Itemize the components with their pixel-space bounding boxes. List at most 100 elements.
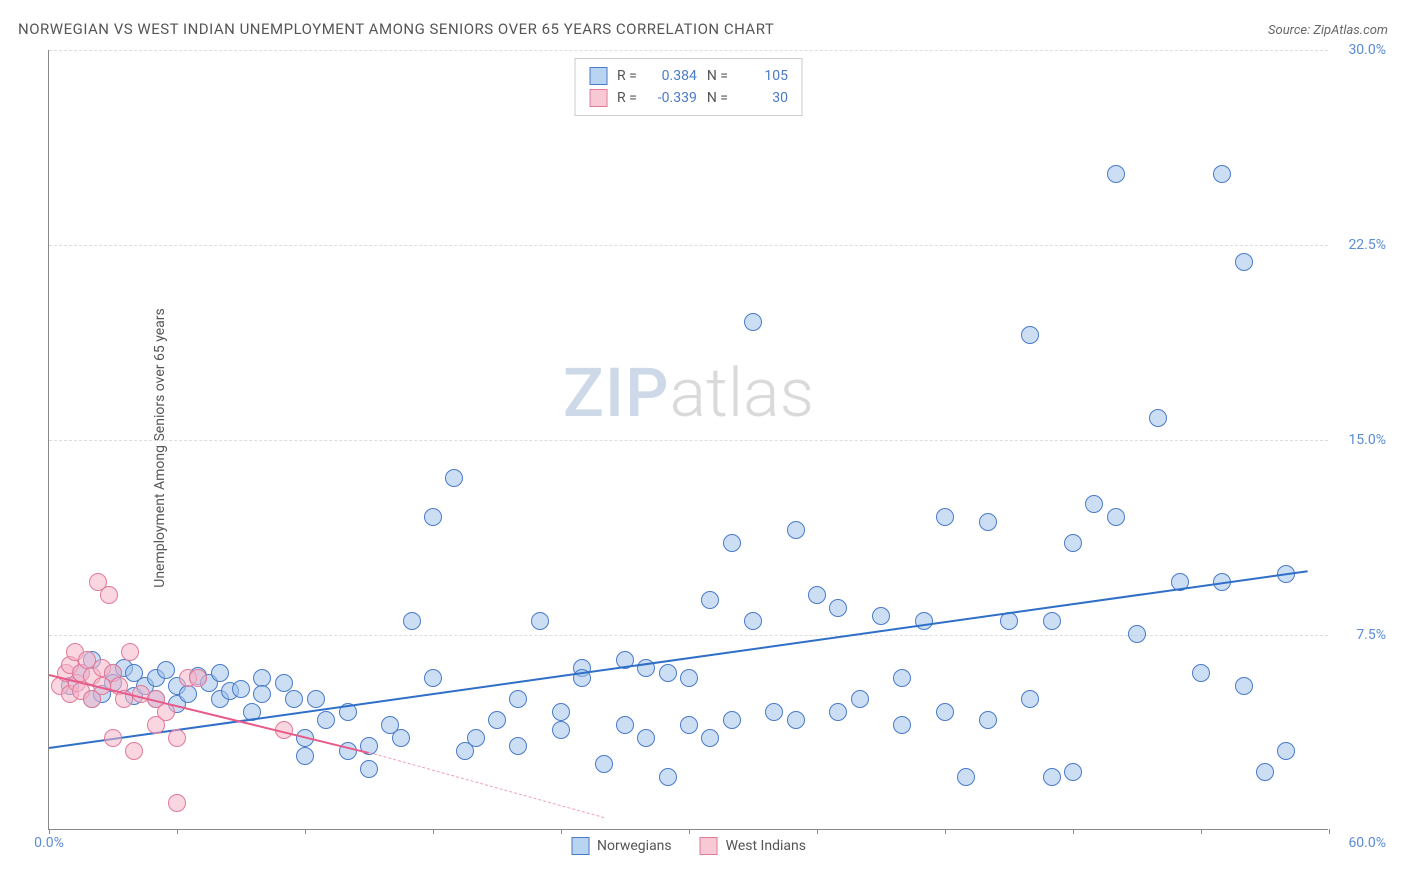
y-tick-label: 7.5% — [1356, 627, 1386, 643]
scatter-point — [1277, 742, 1295, 760]
scatter-point — [1021, 326, 1039, 344]
scatter-point — [307, 690, 325, 708]
legend-swatch-westindians-icon — [700, 837, 718, 855]
grid-line — [49, 50, 1328, 51]
scatter-point — [1235, 253, 1253, 271]
scatter-point — [531, 612, 549, 630]
chart-source: Source: ZipAtlas.com — [1268, 23, 1388, 38]
scatter-point — [1107, 165, 1125, 183]
scatter-point — [1064, 534, 1082, 552]
swatch-westindians-icon — [589, 89, 607, 107]
grid-line — [49, 440, 1328, 441]
scatter-point — [296, 747, 314, 765]
trend-line — [369, 752, 604, 818]
stats-r-label-b: R = — [617, 90, 637, 106]
scatter-point — [104, 729, 122, 747]
x-tick — [1201, 829, 1202, 834]
stats-n-value-b: 30 — [738, 90, 788, 106]
scatter-point — [125, 742, 143, 760]
scatter-point — [723, 711, 741, 729]
scatter-point — [1064, 763, 1082, 781]
scatter-point — [680, 716, 698, 734]
scatter-point — [723, 534, 741, 552]
legend-swatch-norwegians-icon — [571, 837, 589, 855]
scatter-point — [829, 599, 847, 617]
stats-n-value-a: 105 — [738, 68, 788, 84]
stats-n-label-b: N = — [707, 90, 728, 106]
scatter-point — [701, 729, 719, 747]
scatter-point — [1192, 664, 1210, 682]
y-tick-label: 22.5% — [1348, 237, 1386, 253]
bottom-legend: Norwegians West Indians — [571, 837, 806, 855]
stats-r-label-a: R = — [617, 68, 637, 84]
scatter-point — [488, 711, 506, 729]
scatter-point — [872, 607, 890, 625]
scatter-point — [979, 711, 997, 729]
scatter-point — [403, 612, 421, 630]
scatter-point — [211, 664, 229, 682]
scatter-point — [701, 591, 719, 609]
legend-label-norwegians: Norwegians — [597, 838, 672, 854]
swatch-norwegians-icon — [589, 67, 607, 85]
scatter-point — [979, 513, 997, 531]
scatter-point — [1235, 677, 1253, 695]
x-tick — [305, 829, 306, 834]
legend-label-westindians: West Indians — [726, 838, 806, 854]
scatter-point — [168, 794, 186, 812]
y-tick-label: 30.0% — [1348, 42, 1386, 58]
x-tick — [177, 829, 178, 834]
scatter-point — [637, 729, 655, 747]
scatter-point — [253, 685, 271, 703]
watermark-zip: ZIP — [563, 353, 670, 433]
x-tick-label: 0.0% — [34, 835, 64, 851]
grid-line — [49, 245, 1328, 246]
scatter-point — [179, 685, 197, 703]
scatter-point — [744, 313, 762, 331]
scatter-point — [168, 729, 186, 747]
stats-n-label-a: N = — [707, 68, 728, 84]
stats-r-value-b: -0.339 — [647, 90, 697, 106]
plot-area: ZIPatlas R = 0.384 N = 105 R = -0.339 N … — [48, 50, 1328, 830]
scatter-point — [808, 586, 826, 604]
scatter-point — [744, 612, 762, 630]
scatter-point — [595, 755, 613, 773]
scatter-point — [659, 768, 677, 786]
scatter-point — [893, 716, 911, 734]
scatter-point — [957, 768, 975, 786]
scatter-point — [424, 669, 442, 687]
scatter-point — [915, 612, 933, 630]
legend-item-westindians: West Indians — [700, 837, 806, 855]
scatter-point — [1107, 508, 1125, 526]
x-tick — [433, 829, 434, 834]
chart-title: NORWEGIAN VS WEST INDIAN UNEMPLOYMENT AM… — [18, 20, 774, 38]
x-tick — [1073, 829, 1074, 834]
scatter-point — [445, 469, 463, 487]
scatter-point — [232, 680, 250, 698]
scatter-point — [360, 760, 378, 778]
scatter-point — [1043, 612, 1061, 630]
scatter-point — [936, 508, 954, 526]
scatter-point — [392, 729, 410, 747]
scatter-point — [936, 703, 954, 721]
scatter-point — [467, 729, 485, 747]
chart-container: Unemployment Among Seniors over 65 years… — [48, 50, 1388, 845]
watermark: ZIPatlas — [563, 353, 814, 433]
scatter-point — [616, 716, 634, 734]
scatter-point — [829, 703, 847, 721]
chart-header: NORWEGIAN VS WEST INDIAN UNEMPLOYMENT AM… — [18, 20, 1388, 38]
y-tick-label: 15.0% — [1348, 432, 1386, 448]
scatter-point — [680, 669, 698, 687]
scatter-point — [100, 586, 118, 604]
x-tick — [689, 829, 690, 834]
scatter-point — [851, 690, 869, 708]
scatter-point — [317, 711, 335, 729]
scatter-point — [1256, 763, 1274, 781]
scatter-point — [787, 521, 805, 539]
stats-row-b: R = -0.339 N = 30 — [589, 87, 788, 109]
scatter-point — [1043, 768, 1061, 786]
x-tick — [1329, 829, 1330, 834]
scatter-point — [787, 711, 805, 729]
scatter-point — [893, 669, 911, 687]
x-tick — [945, 829, 946, 834]
scatter-point — [509, 737, 527, 755]
